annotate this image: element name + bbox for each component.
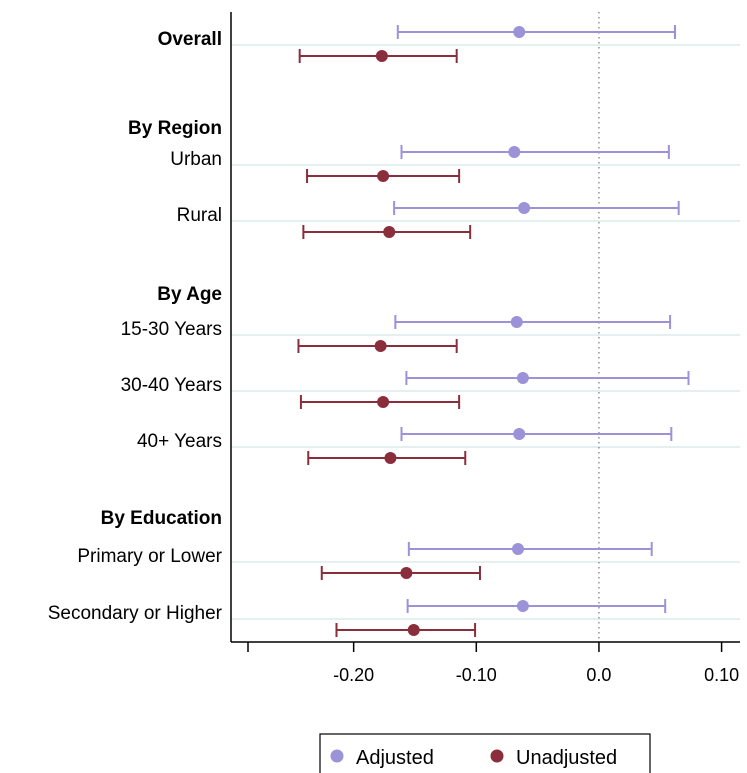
grid-lines (231, 44, 740, 620)
point-adjusted-primary-or-lower (512, 543, 525, 555)
estimate-unadjusted-urban (306, 169, 461, 183)
row-label-40-years: 40+ Years (137, 431, 222, 452)
estimate-adjusted-rural (393, 201, 680, 215)
estimate-unadjusted-primary-or-lower (320, 566, 481, 580)
legend-box (319, 733, 651, 773)
estimate-adjusted-15-30-years (394, 315, 672, 329)
legend-items: Adjusted Unadjusted (330, 747, 617, 769)
point-unadjusted-overall (375, 50, 388, 62)
estimate-unadjusted-secondary-or-higher (335, 623, 477, 637)
row-label-primary-or-lower: Primary or Lower (77, 546, 222, 567)
row-label-secondary-or-higher: Secondary or Higher (48, 603, 223, 624)
legend-marker-unadjusted (490, 749, 504, 763)
estimate-unadjusted-rural (302, 225, 472, 239)
point-adjusted-30-40-years (516, 372, 529, 384)
legend-label-unadjusted: Unadjusted (516, 747, 617, 769)
point-unadjusted-secondary-or-higher (407, 624, 420, 636)
legend-label-adjusted: Adjusted (356, 747, 434, 769)
point-adjusted-rural (518, 202, 531, 214)
estimate-adjusted-urban (400, 145, 670, 159)
row-label-30-40-years: 30-40 Years (121, 375, 222, 396)
point-unadjusted-primary-or-lower (400, 567, 413, 579)
legend-marker-adjusted (330, 749, 344, 763)
estimate-unadjusted-overall (298, 49, 458, 63)
row-label-15-30-years: 15-30 Years (121, 319, 222, 340)
row-label-by-education: By Education (101, 508, 222, 529)
axes (230, 12, 740, 643)
point-unadjusted-15-30-years (374, 340, 387, 352)
point-unadjusted-30-40-years (377, 396, 390, 408)
row-label-overall: Overall (158, 29, 222, 50)
estimate-adjusted-overall (396, 25, 676, 39)
x-tick-label-3: 0.10 (704, 665, 739, 685)
estimate-adjusted-30-40-years (405, 371, 690, 385)
x-axis-ticks: -0.20 -0.10 0.0 0.10 (247, 642, 739, 685)
x-tick-label-1: -0.10 (456, 665, 497, 685)
estimate-adjusted-40-years (400, 427, 673, 441)
estimate-unadjusted-40-years (307, 451, 467, 465)
estimate-adjusted-primary-or-lower (407, 542, 653, 556)
row-label-by-region: By Region (128, 118, 222, 139)
estimate-adjusted-secondary-or-higher (406, 599, 667, 613)
point-adjusted-15-30-years (510, 316, 523, 328)
legend: Adjusted Unadjusted (319, 733, 651, 773)
point-unadjusted-urban (377, 170, 390, 182)
point-unadjusted-40-years (384, 452, 397, 464)
point-adjusted-secondary-or-higher (516, 600, 529, 612)
row-label-urban: Urban (170, 149, 222, 170)
estimate-unadjusted-30-40-years (299, 395, 461, 409)
x-tick-label-2: 0.0 (586, 665, 611, 685)
point-unadjusted-rural (383, 226, 396, 238)
point-adjusted-40-years (513, 428, 526, 440)
point-adjusted-urban (508, 146, 521, 158)
row-label-rural: Rural (177, 205, 222, 226)
point-adjusted-overall (513, 26, 526, 38)
series-marks (297, 25, 690, 637)
x-tick-label-0: -0.20 (333, 665, 374, 685)
estimate-unadjusted-15-30-years (297, 339, 458, 353)
row-label-by-age: By Age (157, 284, 222, 305)
row-labels: Overall By Region Urban Rural By Age 15-30 Ye… (48, 29, 223, 624)
